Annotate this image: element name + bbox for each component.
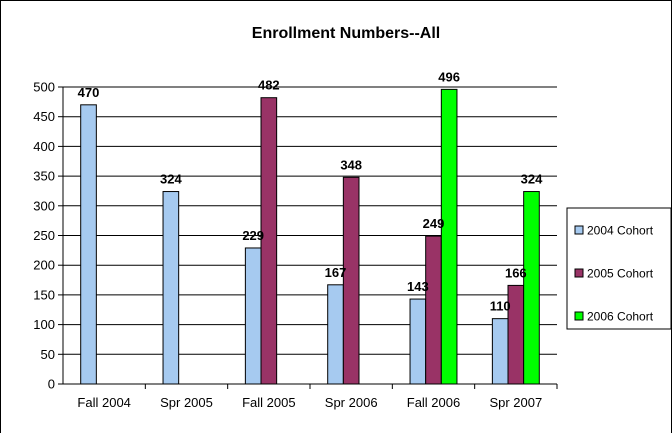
y-axis-tick-labels: 0 50 100 150 200 250 300 350 400 450 500 bbox=[33, 80, 55, 392]
x-tick-label: Fall 2005 bbox=[242, 395, 295, 410]
chart-title: Enrollment Numbers--All bbox=[252, 25, 440, 42]
x-tick-label: Spr 2005 bbox=[160, 395, 213, 410]
legend-swatch bbox=[574, 311, 584, 321]
y-tick-label: 300 bbox=[33, 198, 55, 213]
y-tick-label: 350 bbox=[33, 169, 55, 184]
bar bbox=[342, 176, 360, 385]
legend-swatch bbox=[574, 268, 584, 278]
legend: 2004 Cohort 2005 Cohort 2006 Cohort bbox=[566, 207, 672, 330]
legend-label: 2005 Cohort bbox=[587, 267, 654, 281]
x-axis-tick-labels: Fall 2004 Spr 2005 Fall 2005 Spr 2006 Fall 2… bbox=[77, 395, 542, 410]
data-label: 496 bbox=[438, 69, 460, 84]
x-tick-label: Fall 2006 bbox=[407, 395, 460, 410]
data-label: 229 bbox=[242, 228, 264, 243]
legend-swatch bbox=[574, 225, 584, 235]
y-tick-label: 150 bbox=[33, 287, 55, 302]
bar bbox=[409, 298, 427, 385]
legend-label: 2004 Cohort bbox=[587, 224, 654, 238]
bar bbox=[80, 104, 97, 385]
data-label: 470 bbox=[78, 85, 100, 100]
data-label: 143 bbox=[407, 279, 429, 294]
data-label: 166 bbox=[505, 265, 527, 280]
data-labels: 470 324 229 482 167 348 143 249 496 110 166 324 bbox=[78, 69, 543, 313]
bars bbox=[80, 88, 540, 385]
bar bbox=[523, 191, 540, 385]
y-tick-label: 250 bbox=[33, 228, 55, 243]
axes bbox=[58, 86, 558, 389]
data-label: 348 bbox=[340, 157, 362, 172]
data-label: 110 bbox=[490, 299, 511, 314]
y-tick-label: 450 bbox=[33, 109, 55, 124]
bar bbox=[425, 235, 442, 385]
y-tick-label: 200 bbox=[33, 258, 55, 273]
y-tick-label: 50 bbox=[41, 347, 55, 362]
data-label: 249 bbox=[423, 216, 445, 231]
y-tick-label: 500 bbox=[33, 80, 55, 95]
y-tick-label: 100 bbox=[33, 317, 55, 332]
data-label: 324 bbox=[521, 172, 543, 187]
data-label: 324 bbox=[160, 172, 182, 187]
data-label: 482 bbox=[258, 78, 280, 93]
x-tick-label: Fall 2004 bbox=[77, 395, 130, 410]
x-tick-label: Spr 2007 bbox=[489, 395, 542, 410]
gridlines bbox=[63, 86, 557, 355]
bar bbox=[440, 88, 458, 385]
y-tick-label: 400 bbox=[33, 139, 55, 154]
legend-label: 2006 Cohort bbox=[587, 310, 654, 324]
legend-box bbox=[566, 207, 672, 330]
bar bbox=[162, 191, 180, 385]
x-tick-label: Spr 2006 bbox=[325, 395, 378, 410]
data-label: 167 bbox=[325, 265, 347, 280]
bar bbox=[244, 247, 262, 385]
y-tick-label: 0 bbox=[48, 377, 55, 392]
bar bbox=[491, 318, 509, 385]
bar bbox=[327, 284, 344, 385]
